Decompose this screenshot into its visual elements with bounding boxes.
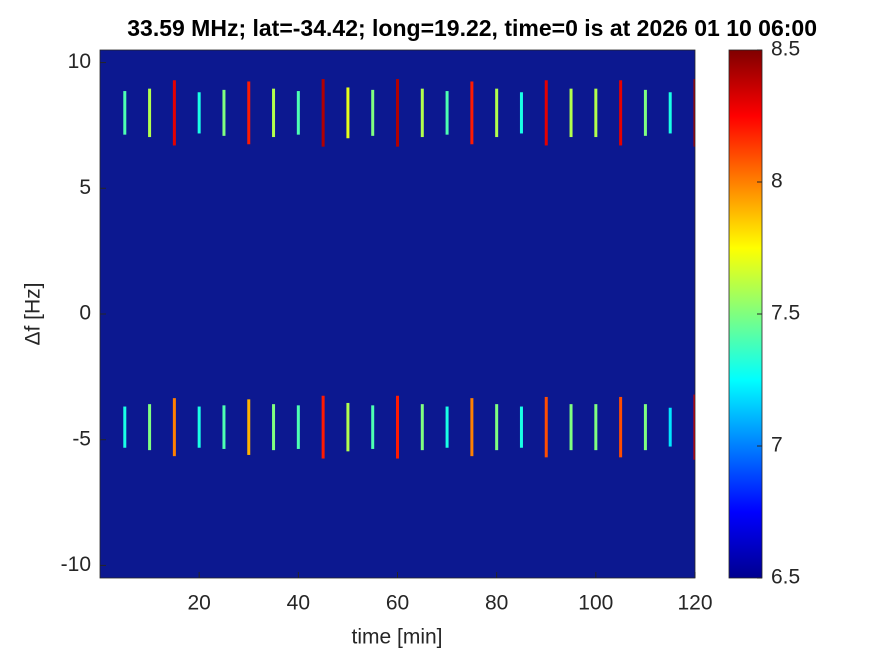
streak bbox=[643, 404, 647, 451]
streak bbox=[619, 80, 623, 146]
streak bbox=[296, 91, 300, 135]
streak bbox=[445, 406, 449, 448]
y-tick-label: -10 bbox=[61, 553, 91, 576]
streak bbox=[544, 396, 548, 458]
streak bbox=[470, 398, 474, 457]
streak bbox=[371, 89, 375, 136]
streak bbox=[222, 405, 226, 449]
streak bbox=[445, 91, 449, 135]
streak bbox=[396, 395, 399, 459]
streak bbox=[222, 89, 226, 136]
streak bbox=[569, 88, 573, 138]
streak bbox=[420, 88, 424, 138]
streak bbox=[172, 398, 176, 457]
heatmap-cells bbox=[123, 79, 695, 460]
colorbar-tick-label: 6.5 bbox=[771, 566, 800, 589]
streak bbox=[346, 402, 350, 452]
x-tick-label: 80 bbox=[485, 592, 508, 615]
colorbar-tick-label: 8.5 bbox=[771, 38, 800, 61]
y-axis-label: Δf [Hz] bbox=[22, 282, 45, 345]
streak bbox=[519, 92, 523, 134]
x-tick-label: 40 bbox=[287, 592, 310, 615]
streak bbox=[693, 394, 695, 460]
streak bbox=[346, 87, 350, 139]
y-tick-label: 0 bbox=[79, 302, 91, 325]
streak bbox=[123, 91, 127, 135]
y-tick-label: -5 bbox=[72, 427, 91, 450]
streak bbox=[371, 405, 375, 449]
streak bbox=[197, 92, 201, 134]
streak bbox=[519, 406, 523, 448]
streak bbox=[247, 399, 251, 455]
streak bbox=[296, 405, 300, 449]
y-tick-label: 5 bbox=[79, 176, 91, 199]
streak bbox=[420, 404, 424, 451]
streak bbox=[197, 406, 201, 448]
streak bbox=[594, 404, 598, 451]
colorbar bbox=[729, 50, 762, 578]
streak bbox=[619, 396, 623, 458]
streak bbox=[569, 404, 573, 451]
x-tick-label: 60 bbox=[386, 592, 409, 615]
streak bbox=[247, 81, 251, 145]
y-tick-label: 10 bbox=[68, 50, 91, 73]
colorbar-tick-label: 8 bbox=[771, 170, 783, 193]
streak bbox=[643, 89, 647, 136]
chart-title: 33.59 MHz; lat=-34.42; long=19.22, time=… bbox=[127, 15, 817, 41]
x-tick-label: 120 bbox=[677, 592, 712, 615]
streak bbox=[668, 92, 672, 134]
streak bbox=[321, 79, 325, 147]
streak bbox=[148, 88, 152, 138]
x-tick-label: 100 bbox=[578, 592, 613, 615]
streak bbox=[544, 80, 548, 146]
streak bbox=[123, 406, 127, 448]
streak bbox=[148, 404, 152, 451]
x-axis-label: time [min] bbox=[351, 626, 442, 649]
x-tick-label: 20 bbox=[187, 592, 210, 615]
streak bbox=[321, 395, 325, 459]
streak bbox=[495, 88, 499, 138]
colorbar-tick-label: 7 bbox=[771, 434, 783, 457]
streak bbox=[693, 79, 695, 147]
streak bbox=[272, 88, 276, 138]
streak bbox=[495, 404, 499, 451]
streak bbox=[396, 79, 399, 147]
colorbar-tick-label: 7.5 bbox=[771, 302, 800, 325]
streak bbox=[272, 404, 276, 451]
streak bbox=[594, 88, 598, 138]
streak bbox=[172, 80, 176, 146]
streak bbox=[668, 407, 672, 447]
streak bbox=[470, 81, 474, 145]
